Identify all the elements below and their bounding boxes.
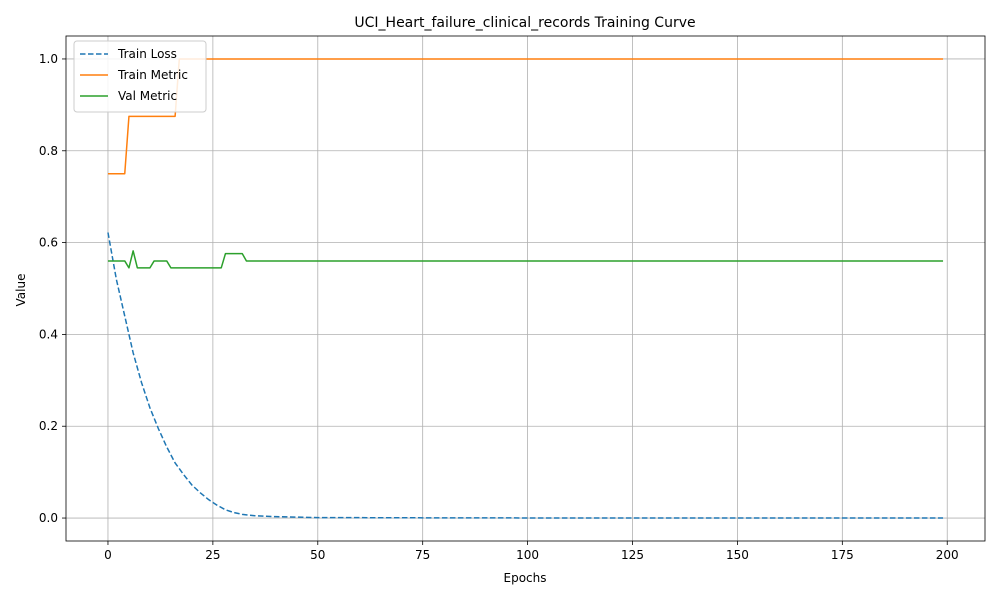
x-tick-label: 75 <box>415 548 430 562</box>
x-tick-label: 0 <box>104 548 112 562</box>
legend-label: Train Metric <box>117 68 188 82</box>
chart-title: UCI_Heart_failure_clinical_records Train… <box>354 15 695 31</box>
y-axis-title: Value <box>14 274 28 307</box>
grid <box>66 36 985 541</box>
legend: Train Loss Train Metric Val Metric <box>73 40 207 113</box>
y-tick-label: 0.2 <box>39 419 58 433</box>
series-line-train-metric <box>107 58 944 175</box>
y-tick-label: 0.4 <box>39 327 58 341</box>
x-tick-label: 200 <box>936 548 959 562</box>
series-line-val-metric <box>107 250 944 269</box>
legend-box <box>73 40 207 113</box>
series-line-train-loss <box>107 232 944 519</box>
legend-label: Val Metric <box>118 89 177 103</box>
x-tick-label: 25 <box>205 548 220 562</box>
y-tick-label: 1.0 <box>39 52 58 66</box>
x-tick-label: 125 <box>621 548 644 562</box>
y-tick-label: 0.8 <box>39 144 58 158</box>
x-tick-label: 150 <box>726 548 749 562</box>
x-tick-label: 175 <box>831 548 854 562</box>
series-layer <box>107 58 944 519</box>
x-axis-title: Epochs <box>504 571 547 585</box>
y-tick-label: 0.6 <box>39 236 58 250</box>
x-tick-label: 50 <box>310 548 325 562</box>
x-axis-ticks: 0 25 50 75 100 125 150 175 200 <box>104 541 959 562</box>
legend-label: Train Loss <box>117 47 177 61</box>
y-tick-label: 0.0 <box>39 511 58 525</box>
plot-frame <box>65 35 986 542</box>
y-axis-ticks: 0.0 0.2 0.4 0.6 0.8 1.0 <box>39 52 66 525</box>
x-tick-label: 100 <box>516 548 539 562</box>
